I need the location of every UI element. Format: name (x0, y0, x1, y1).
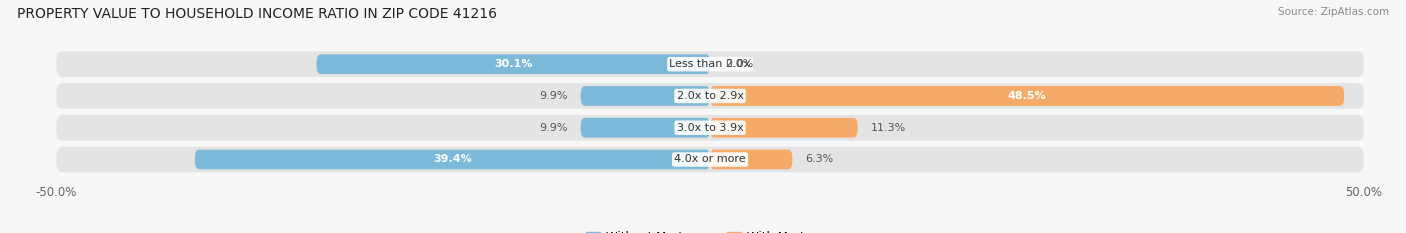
Text: 9.9%: 9.9% (538, 91, 568, 101)
FancyBboxPatch shape (316, 54, 710, 74)
Text: 2.0x to 2.9x: 2.0x to 2.9x (676, 91, 744, 101)
FancyBboxPatch shape (56, 51, 1364, 77)
FancyBboxPatch shape (56, 83, 1364, 109)
Text: 4.0x or more: 4.0x or more (675, 154, 745, 164)
FancyBboxPatch shape (710, 118, 858, 137)
Text: Source: ZipAtlas.com: Source: ZipAtlas.com (1278, 7, 1389, 17)
FancyBboxPatch shape (56, 115, 1364, 140)
Text: 9.9%: 9.9% (538, 123, 568, 133)
FancyBboxPatch shape (710, 150, 793, 169)
Text: 11.3%: 11.3% (870, 123, 905, 133)
Text: 3.0x to 3.9x: 3.0x to 3.9x (676, 123, 744, 133)
FancyBboxPatch shape (195, 150, 710, 169)
Text: 39.4%: 39.4% (433, 154, 472, 164)
Text: 48.5%: 48.5% (1008, 91, 1046, 101)
FancyBboxPatch shape (581, 118, 710, 137)
Text: 30.1%: 30.1% (494, 59, 533, 69)
Text: 6.3%: 6.3% (806, 154, 834, 164)
FancyBboxPatch shape (581, 86, 710, 106)
FancyBboxPatch shape (710, 86, 1344, 106)
Legend: Without Mortgage, With Mortgage: Without Mortgage, With Mortgage (581, 226, 839, 233)
Text: PROPERTY VALUE TO HOUSEHOLD INCOME RATIO IN ZIP CODE 41216: PROPERTY VALUE TO HOUSEHOLD INCOME RATIO… (17, 7, 496, 21)
Text: Less than 2.0x: Less than 2.0x (669, 59, 751, 69)
Text: 0.0%: 0.0% (725, 59, 754, 69)
FancyBboxPatch shape (56, 147, 1364, 172)
